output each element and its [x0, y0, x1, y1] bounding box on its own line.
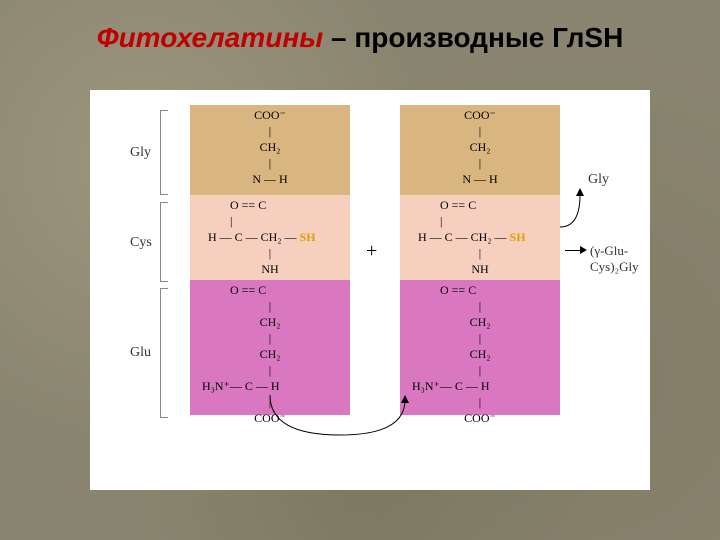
segment-gly-1: COO⁻ | CH₂ | N — H — [190, 105, 350, 195]
chem: | — [400, 123, 560, 139]
title-main: Фитохелатины — [97, 22, 324, 53]
label-product: (γ-Glu-Cys)₂Gly — [590, 243, 650, 275]
title-sub: – производные ГлSH — [323, 22, 623, 53]
molecule-1: COO⁻ | CH₂ | N — H O == C | H — C — CH₂ … — [190, 105, 350, 415]
bracket-cys — [160, 202, 168, 282]
chem: CH₂ — [190, 314, 350, 330]
chem: CH₂ — [400, 346, 560, 362]
label-cys: Cys — [130, 235, 152, 251]
sh-group: SH — [300, 230, 316, 244]
chem: | — [400, 213, 560, 229]
product-arrow-head — [580, 246, 587, 254]
chem: COO⁻ — [400, 107, 560, 123]
slide-title: Фитохелатины – производные ГлSH — [0, 0, 720, 54]
chem: CH₂ — [190, 139, 350, 155]
chem: N — H — [190, 171, 350, 187]
molecule-2: COO⁻ | CH₂ | N — H O == C | H — C — CH₂ … — [400, 105, 560, 415]
chem: COO⁻ — [190, 107, 350, 123]
label-glu: Glu — [130, 345, 151, 361]
bracket-gly — [160, 110, 168, 195]
linkage-arrow — [240, 395, 440, 445]
chem: | — [400, 330, 560, 346]
label-gly: Gly — [130, 145, 151, 161]
chem: | — [190, 123, 350, 139]
chem: NH — [400, 261, 560, 277]
segment-cys-2: O == C | H — C — CH₂ — SH | NH — [400, 195, 560, 280]
segment-cys-1: O == C | H — C — CH₂ — SH | NH — [190, 195, 350, 280]
chem: CH₂ — [400, 139, 560, 155]
chem: O == C — [190, 282, 350, 298]
chem: O == C — [400, 197, 560, 213]
segment-gly-2: COO⁻ | CH₂ | N — H — [400, 105, 560, 195]
chem: NH — [190, 261, 350, 277]
bracket-glu — [160, 288, 168, 418]
chem: H₃N⁺— C — H — [190, 378, 350, 394]
chem: | — [190, 330, 350, 346]
chem: CH₂ — [400, 314, 560, 330]
chem: H₃N⁺— C — H — [400, 378, 560, 394]
chem: | — [400, 298, 560, 314]
cys-chain: H — C — CH₂ — — [208, 230, 297, 244]
sh-group: SH — [510, 230, 526, 244]
chem-cys-main: H — C — CH₂ — SH — [190, 229, 350, 245]
chem: N — H — [400, 171, 560, 187]
cys-chain: H — C — CH₂ — — [418, 230, 507, 244]
plus-sign: + — [366, 240, 377, 263]
chem: | — [190, 362, 350, 378]
chem: O == C — [400, 282, 560, 298]
chem: | — [190, 213, 350, 229]
chem: | — [190, 155, 350, 171]
chemistry-diagram: Gly Cys Glu COO⁻ | CH₂ | N — H O == C | … — [90, 90, 650, 490]
chem: | — [400, 362, 560, 378]
chem: | — [190, 298, 350, 314]
chem: | — [400, 245, 560, 261]
gly-leaving-arrow — [560, 185, 600, 230]
chem-cys-main: H — C — CH₂ — SH — [400, 229, 560, 245]
label-gly-out: Gly — [588, 172, 609, 188]
product-arrow-line — [565, 250, 580, 251]
chem: CH₂ — [190, 346, 350, 362]
chem: | — [190, 245, 350, 261]
chem: | — [400, 155, 560, 171]
chem: O == C — [190, 197, 350, 213]
